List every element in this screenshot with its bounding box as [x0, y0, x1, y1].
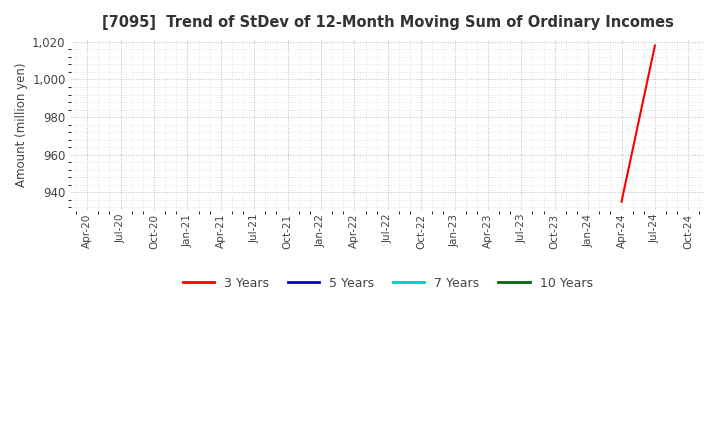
Title: [7095]  Trend of StDev of 12-Month Moving Sum of Ordinary Incomes: [7095] Trend of StDev of 12-Month Moving…: [102, 15, 674, 30]
Y-axis label: Amount (million yen): Amount (million yen): [15, 62, 28, 187]
Legend: 3 Years, 5 Years, 7 Years, 10 Years: 3 Years, 5 Years, 7 Years, 10 Years: [178, 272, 598, 295]
